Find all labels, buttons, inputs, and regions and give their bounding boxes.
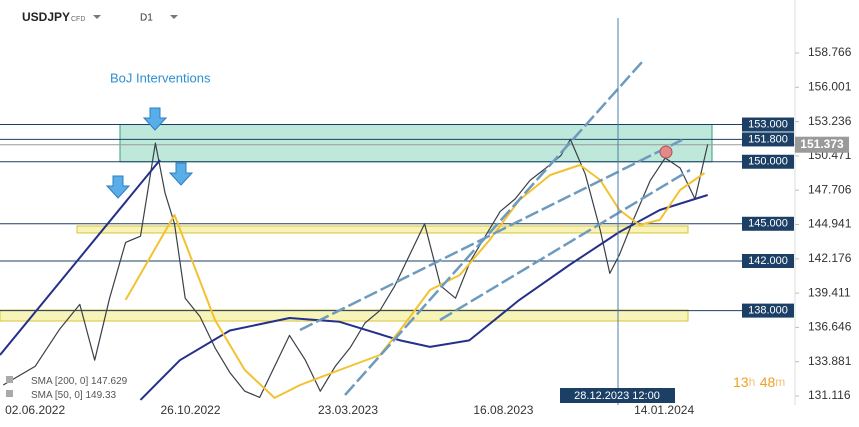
- level-label: 145.000: [748, 218, 788, 230]
- level-label-box: [742, 154, 794, 169]
- legend-entry: SMA [200, 0] 147.629: [31, 376, 128, 387]
- level-label-box: [742, 303, 794, 318]
- y-tick-label: 156.001: [808, 79, 852, 93]
- x-tick-label: 02.06.2022: [5, 403, 65, 417]
- arrow: [142, 107, 168, 131]
- legend-value: 147.629: [91, 376, 128, 387]
- y-tick-label: 139.411: [808, 285, 851, 299]
- countdown-hours: 13: [733, 374, 749, 390]
- level-label-box: [742, 216, 794, 231]
- annotation: BoJ Interventions: [110, 70, 211, 85]
- level-label-box: [742, 117, 794, 132]
- price-line: [2, 138, 709, 398]
- level-label: 153.000: [748, 118, 788, 130]
- y-tick-label: 142.176: [808, 251, 852, 265]
- current-price-label: 151.373: [800, 137, 844, 151]
- zone: [119, 124, 713, 163]
- dropdown-icon[interactable]: [93, 15, 101, 19]
- level-label-box: [742, 253, 794, 268]
- crosshair-label-box: [560, 388, 675, 403]
- legend-name: SMA [200, 0]: [31, 376, 88, 387]
- marker: [659, 145, 673, 159]
- crosshair-label: 28.12.2023 12:00: [574, 390, 660, 402]
- y-tick-label: 147.706: [808, 182, 852, 196]
- legend-value: 149.33: [85, 390, 116, 401]
- countdown: 13h 48m: [733, 374, 785, 392]
- arrow: [105, 175, 131, 199]
- level-label: 138.000: [748, 305, 788, 317]
- level-label: 151.800: [748, 133, 788, 145]
- legend-icon[interactable]: [6, 390, 13, 397]
- sma-line: [124, 164, 706, 399]
- countdown-unit: m: [775, 375, 785, 389]
- legend-entry: SMA [50, 0] 149.33: [31, 390, 117, 401]
- x-tick-label: 16.08.2023: [473, 403, 533, 417]
- y-tick-label: 133.881: [808, 354, 852, 368]
- x-tick-label: 26.10.2022: [160, 403, 220, 417]
- channel-line: [344, 61, 643, 396]
- channel-line: [439, 168, 691, 322]
- x-tick-label: 14.01.2024: [634, 403, 694, 417]
- instrument: CFD: [71, 16, 85, 23]
- timeframe[interactable]: D1: [140, 13, 153, 24]
- arrow: [168, 162, 194, 186]
- y-tick-label: 136.646: [808, 320, 852, 334]
- zone: [76, 225, 689, 234]
- current-price-box: [795, 136, 849, 153]
- y-tick-label: 158.766: [808, 45, 852, 59]
- countdown-unit: h: [749, 375, 756, 389]
- trend-line: [0, 159, 161, 356]
- y-tick-label: 153.236: [808, 114, 852, 128]
- legend: SMA [200, 0] 147.629 SMA [50, 0] 149.33: [6, 376, 128, 401]
- y-tick-label: 131.116: [808, 388, 851, 402]
- dropdown-icon[interactable]: [170, 15, 178, 19]
- level-label-box: [742, 132, 794, 147]
- level-label: 142.000: [748, 255, 788, 267]
- zone: [0, 309, 689, 322]
- sma-line: [139, 194, 708, 401]
- countdown-minutes: 48: [760, 374, 776, 390]
- intervention-arrows: [105, 107, 194, 199]
- legend-icon[interactable]: [6, 376, 13, 383]
- level-label: 150.000: [748, 156, 788, 168]
- x-tick-label: 23.03.2023: [318, 403, 378, 417]
- legend-name: SMA [50, 0]: [31, 390, 83, 401]
- y-tick-label: 144.941: [808, 217, 852, 231]
- symbol: USDJPY: [22, 10, 70, 24]
